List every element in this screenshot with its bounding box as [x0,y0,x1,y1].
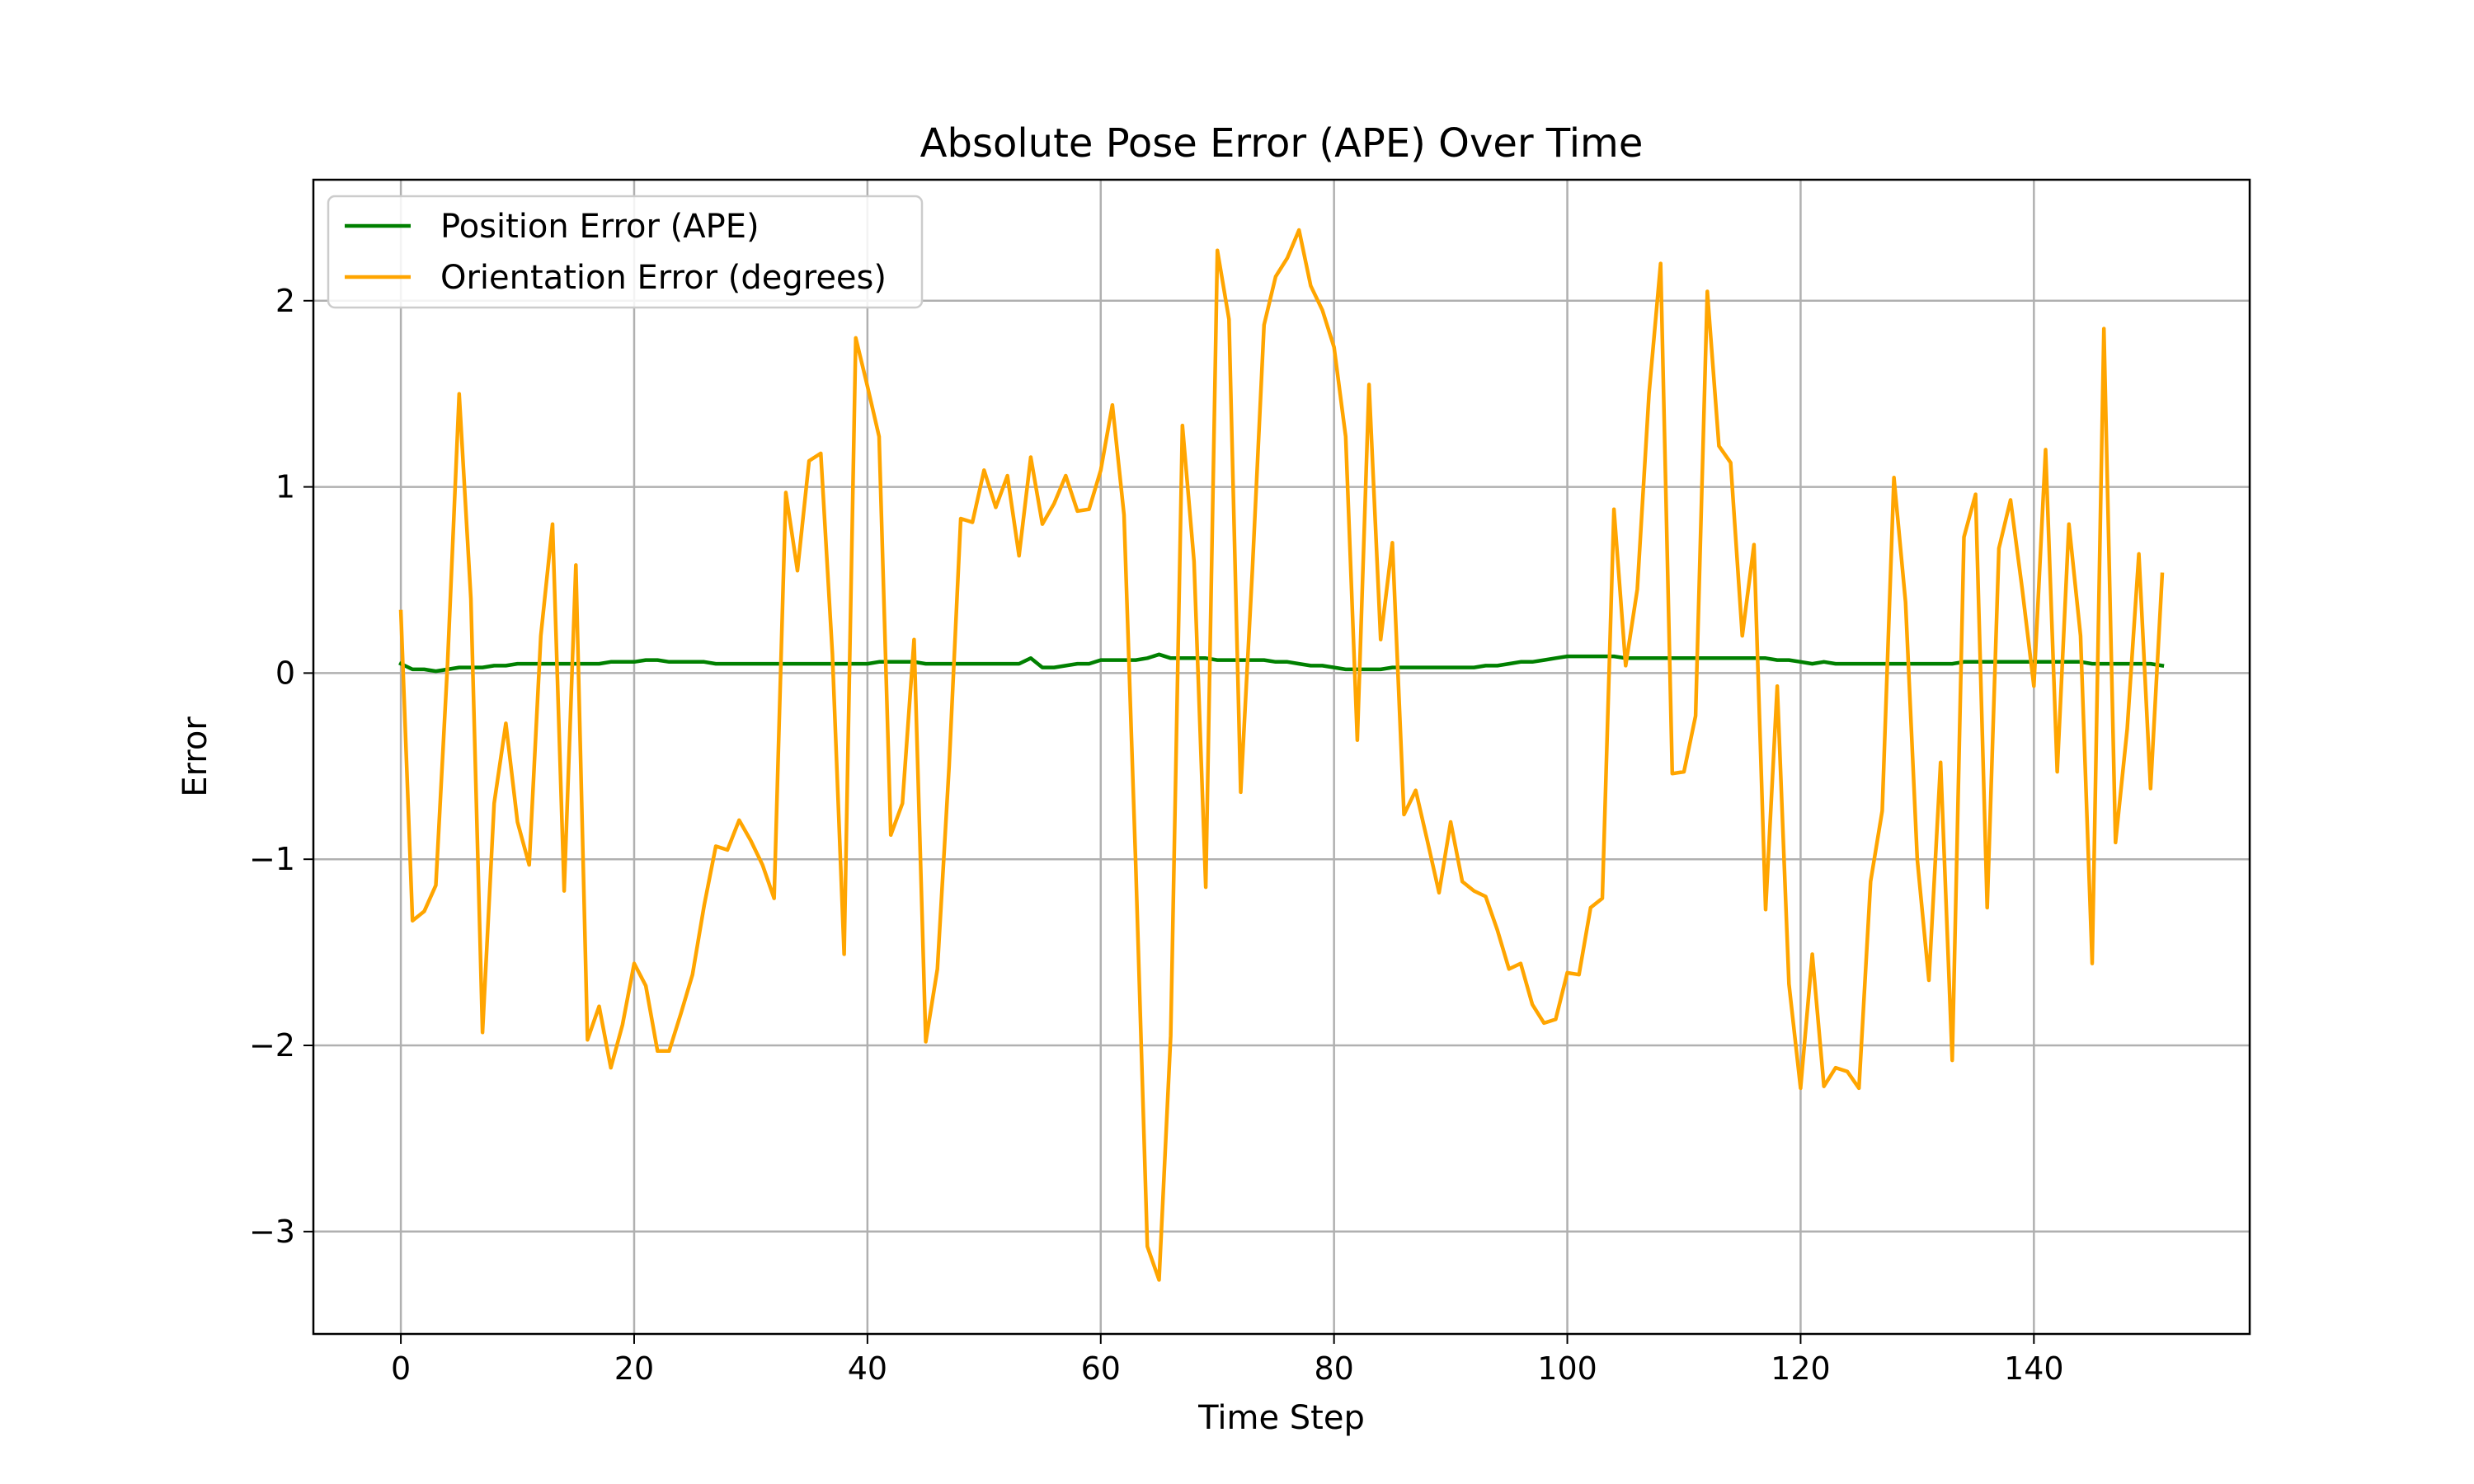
y-tick-label: 1 [275,469,295,505]
x-axis-label: Time Step [1197,1399,1365,1437]
x-tick-label: 140 [2004,1350,2064,1387]
legend-label: Orientation Error (degrees) [440,259,887,297]
plot-frame [312,178,2251,1336]
x-tick-label: 120 [1771,1350,1831,1387]
series-layer [398,228,2165,1282]
x-tick-label: 0 [391,1350,411,1387]
position-error-line [398,652,2165,674]
y-tick-label: −3 [249,1214,295,1250]
y-axis-label: Error [176,716,214,797]
x-tick-label: 60 [1081,1350,1121,1387]
y-tick-label: 2 [275,283,295,319]
y-tick-label: 0 [275,655,295,691]
orientation-error-line [398,228,2165,1282]
legend: Position Error (APE) Orientation Error (d… [327,195,924,309]
grid-lines [313,180,2250,1334]
legend-box [327,195,924,309]
x-tick-label: 100 [1537,1350,1597,1387]
x-tick-label: 20 [614,1350,654,1387]
legend-label: Position Error (APE) [440,208,760,246]
x-tick-label: 40 [848,1350,887,1387]
chart-title: Absolute Pose Error (APE) Over Time [920,120,1644,167]
x-tick-label: 80 [1314,1350,1353,1387]
y-tick-label: −1 [249,841,295,877]
axis-ticks: 0 20 40 60 80 100 120 140 −3 −2 −1 0 1 2 [249,283,2064,1387]
y-tick-label: −2 [249,1027,295,1064]
